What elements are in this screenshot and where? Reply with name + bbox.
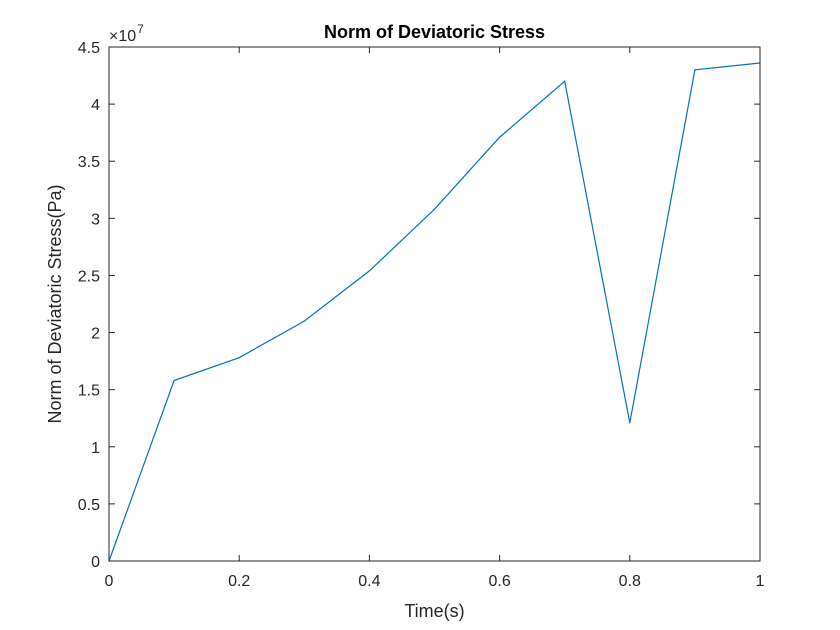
data-point <box>368 270 370 272</box>
y-tick-label: 1 <box>91 440 100 457</box>
plot-area <box>109 47 760 561</box>
y-axis-multiplier: ×107 <box>109 22 144 45</box>
x-axis-ticks: 0 0.2 0.4 0.6 0.8 1 <box>105 47 765 590</box>
data-point <box>564 80 566 82</box>
y-tick-label: 0.5 <box>78 497 100 514</box>
x-tick-label: 0.2 <box>228 573 250 590</box>
data-point <box>238 357 240 359</box>
y-tick-label: 3 <box>91 211 100 228</box>
data-point <box>499 136 501 138</box>
plot-frame <box>108 46 761 562</box>
data-point <box>629 422 631 424</box>
x-tick-label: 0.4 <box>358 573 380 590</box>
y-tick-label: 2.5 <box>78 268 100 285</box>
y-tick-label: 0 <box>91 554 100 571</box>
data-point <box>433 208 436 210</box>
x-tick-label: 0.6 <box>488 573 510 590</box>
y-tick-label: 1.5 <box>78 383 100 400</box>
y-tick-label: 4 <box>91 97 100 114</box>
y-tick-label: 4.5 <box>78 40 100 57</box>
y-tick-label: 3.5 <box>78 154 100 171</box>
x-tick-label: 0.8 <box>619 573 641 590</box>
data-point <box>303 320 305 322</box>
y-axis-multiplier-exponent: 7 <box>137 22 144 36</box>
data-point <box>173 379 175 382</box>
x-tick-label: 0 <box>105 573 114 590</box>
y-axis-multiplier-base: ×10 <box>109 28 136 45</box>
data-point <box>694 69 696 71</box>
y-tick-label: 2 <box>91 326 100 343</box>
x-axis-label: Time(s) <box>404 601 464 621</box>
chart-title: Norm of Deviatoric Stress <box>324 22 545 42</box>
y-axis-label: Norm of Deviatoric Stress(Pa) <box>45 184 65 423</box>
x-tick-label: 1 <box>756 573 765 590</box>
